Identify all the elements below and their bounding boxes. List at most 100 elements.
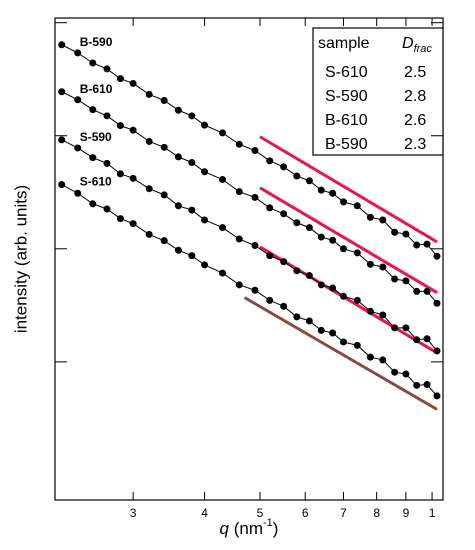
data-point [402,324,410,332]
data-point [145,90,153,98]
data-point [58,41,66,49]
data-point [266,204,274,212]
x-tick-label: 8 [373,506,380,520]
table-header-d: Dfrac [402,35,432,55]
data-point [353,296,361,304]
data-point [116,215,124,223]
x-tick-label: 1 [429,506,436,520]
data-point [219,176,227,184]
data-point [74,49,82,57]
data-point [129,174,137,182]
data-point [340,245,348,253]
data-point [353,341,361,349]
data-point [266,296,274,304]
data-point [293,172,301,180]
data-point [201,121,209,129]
data-point [266,252,274,260]
data-point [353,249,361,257]
data-point [103,159,111,167]
table-sample: S-590 [325,88,368,105]
data-point [116,122,124,130]
data-point [423,335,431,343]
data-point [145,137,153,145]
data-point [317,281,325,289]
data-point [188,158,196,166]
data-point [391,228,399,236]
data-point [174,106,182,114]
data-point [89,154,97,162]
data-point [266,157,274,165]
data-point [160,191,168,199]
data-point [329,284,337,292]
data-point [160,237,168,245]
data-point [305,224,313,232]
data-point [379,216,387,224]
data-point [188,252,196,260]
data-point [423,240,431,248]
data-point [433,252,441,260]
legend-table-box [312,27,444,156]
data-point [423,287,431,295]
data-point [433,392,441,400]
data-point [280,163,288,171]
x-tick-label: 3 [130,506,137,520]
data-point [174,202,182,210]
data-point [235,235,243,243]
data-point [103,112,111,120]
x-tick-label: 4 [201,506,208,520]
x-axis-label: q (nm-1) [220,517,279,539]
data-point [317,186,325,194]
data-point [293,219,301,227]
data-point [317,233,325,241]
fit-line [259,245,438,355]
plot-frame [54,17,444,501]
data-point [188,112,196,120]
x-label-unit: (nm [229,519,263,538]
data-point [201,168,209,176]
table-dfrac: 2.5 [404,64,426,81]
data-point [413,381,421,389]
series-label: B-610 [80,82,113,96]
table-header-sample: sample [318,35,370,52]
data-point [379,356,387,364]
table-dfrac: 2.8 [404,88,426,105]
data-point [89,200,97,208]
data-point [280,258,288,266]
x-label-close: ) [273,519,279,538]
x-label-power: -1 [263,517,273,529]
data-point [116,75,124,83]
data-point [145,185,153,193]
data-point [340,292,348,300]
data-point [251,147,259,155]
table-dfrac: 2.3 [404,136,426,153]
y-axis-label: intensity (arb. units) [11,185,30,333]
data-point [251,286,259,294]
data-point [391,324,399,332]
data-point [58,88,66,96]
data-point [366,213,374,221]
data-point [391,368,399,376]
series-label: S-590 [80,130,112,144]
data-point [129,79,137,87]
data-point [235,188,243,196]
data-point [58,136,66,144]
data-point [235,281,243,289]
data-point [116,170,124,178]
data-point [391,275,399,283]
data-point [174,153,182,161]
data-point [280,210,288,218]
table-header-d-sub: frac [414,43,433,55]
x-tick-label: 5 [257,506,264,520]
data-point [89,106,97,114]
fit-line [259,135,438,244]
table-sample: B-590 [325,136,368,153]
data-point [305,317,313,325]
series-label: S-610 [80,175,112,189]
x-label-symbol: q [220,519,230,538]
data-point [201,216,209,224]
series-label: B-590 [80,35,113,49]
data-point [413,287,421,295]
data-point [433,347,441,355]
x-tick-label: 6 [302,506,309,520]
